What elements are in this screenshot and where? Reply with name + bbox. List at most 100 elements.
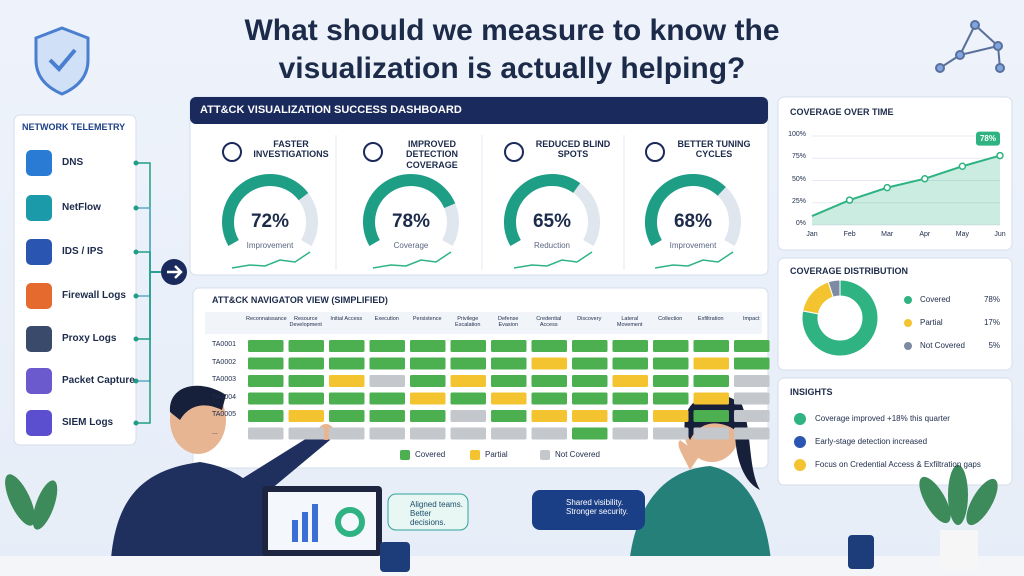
cell: [369, 410, 405, 422]
column-label: Lateral Movement: [616, 316, 643, 329]
cell: [531, 410, 567, 422]
cell: [369, 357, 405, 370]
connector: [136, 251, 161, 273]
cell: [653, 427, 689, 440]
area: [812, 155, 1000, 225]
kpi-caption: Coverage: [393, 241, 429, 250]
legend-swatch: [540, 450, 550, 460]
cell: [410, 392, 446, 405]
bubble-text: Aligned teams. Better decisions.: [410, 500, 463, 528]
cell: [248, 357, 284, 370]
connector-dot: [133, 336, 139, 342]
donut-slice: [801, 279, 879, 357]
cell: [329, 427, 365, 440]
cell: [572, 357, 608, 370]
value-label: 78%: [983, 295, 1000, 304]
cell: [369, 392, 405, 405]
line: [811, 154, 1001, 218]
cell: [612, 375, 648, 387]
cell: [288, 357, 324, 370]
bubble: [387, 493, 469, 531]
cell: [531, 427, 567, 440]
x-tick-label: Mar: [881, 231, 894, 238]
sparkline: [231, 251, 311, 269]
cell: [734, 357, 770, 370]
column-label: Execution: [374, 316, 399, 322]
cell: [612, 357, 648, 370]
row-label: TA0005: [212, 411, 236, 418]
legend-dot: [904, 342, 912, 350]
kpi-icon: [363, 142, 383, 162]
x-tick-label: May: [955, 231, 969, 238]
cell: [329, 375, 365, 387]
kpi-label: IMPROVED DETECTION COVERAGE: [405, 139, 458, 170]
item-icon: [26, 410, 52, 436]
cell: [693, 375, 729, 387]
kpi-value: 65%: [532, 211, 572, 232]
cell: [491, 340, 527, 352]
kpi-value: 78%: [391, 211, 431, 232]
telemetry-item: SIEM Logs: [62, 417, 114, 428]
navigator-title: ATT&CK NAVIGATOR VIEW (SIMPLIFIED): [212, 295, 388, 305]
cell: [248, 410, 284, 422]
connector-dot: [133, 293, 139, 299]
cell: [410, 410, 446, 422]
insights-heading: INSIGHTS: [790, 387, 833, 397]
cell: [491, 357, 527, 370]
cell: [572, 427, 608, 440]
insight: Coverage improved +18% this quarter: [815, 414, 950, 423]
cell: [572, 410, 608, 422]
cell: [410, 375, 446, 387]
column-label: Credential Access: [536, 316, 562, 329]
column-label: Privilege Escalation: [455, 316, 481, 329]
telemetry-item: IDS / IPS: [62, 246, 104, 257]
cell: [450, 375, 486, 387]
line-panel: [777, 96, 1013, 251]
kpi-value: 68%: [673, 211, 713, 232]
cell: [653, 357, 689, 370]
cell: [491, 427, 527, 440]
column-label: Collection: [658, 316, 683, 322]
cell: [734, 392, 770, 405]
telemetry-item: DNS: [62, 157, 84, 168]
cell: [734, 427, 770, 440]
callout: [976, 131, 1000, 146]
legend-dot: [904, 319, 912, 327]
column-label: Reconnaissance: [246, 316, 287, 322]
telemetry-heading: NETWORK TELEMETRY: [22, 122, 126, 132]
insights-panel: [777, 377, 1013, 486]
cell: [612, 392, 648, 405]
cell: [450, 340, 486, 352]
column-label: Exfiltration: [697, 316, 724, 322]
kpi-value: 72%: [250, 211, 290, 232]
cell: [248, 392, 284, 405]
cell: [329, 392, 365, 405]
cell: [572, 375, 608, 387]
network-icon: [935, 20, 1005, 73]
cell: [653, 392, 689, 405]
cell: [288, 410, 324, 422]
bubble: [532, 490, 645, 530]
row-label: TA0004: [212, 393, 236, 401]
gauge-value: [363, 174, 456, 246]
cell: [248, 375, 284, 387]
row-label: ...: [212, 428, 218, 436]
cell: [653, 375, 689, 387]
dashboard-header: [190, 97, 768, 124]
cell: [491, 410, 527, 422]
cell: [450, 427, 486, 440]
point: [883, 183, 891, 192]
cell: [693, 427, 729, 440]
legend-dot: [904, 296, 912, 304]
cell: [734, 375, 770, 387]
point: [958, 162, 967, 171]
gauge-value: [222, 174, 309, 246]
column-label: Resource Development: [289, 316, 322, 329]
shield-icon: [34, 26, 90, 96]
legend-label: Partial: [485, 450, 508, 459]
header-row: [205, 312, 762, 334]
cell: [612, 427, 648, 440]
cell: [369, 340, 405, 352]
connector-dot: [133, 420, 139, 426]
